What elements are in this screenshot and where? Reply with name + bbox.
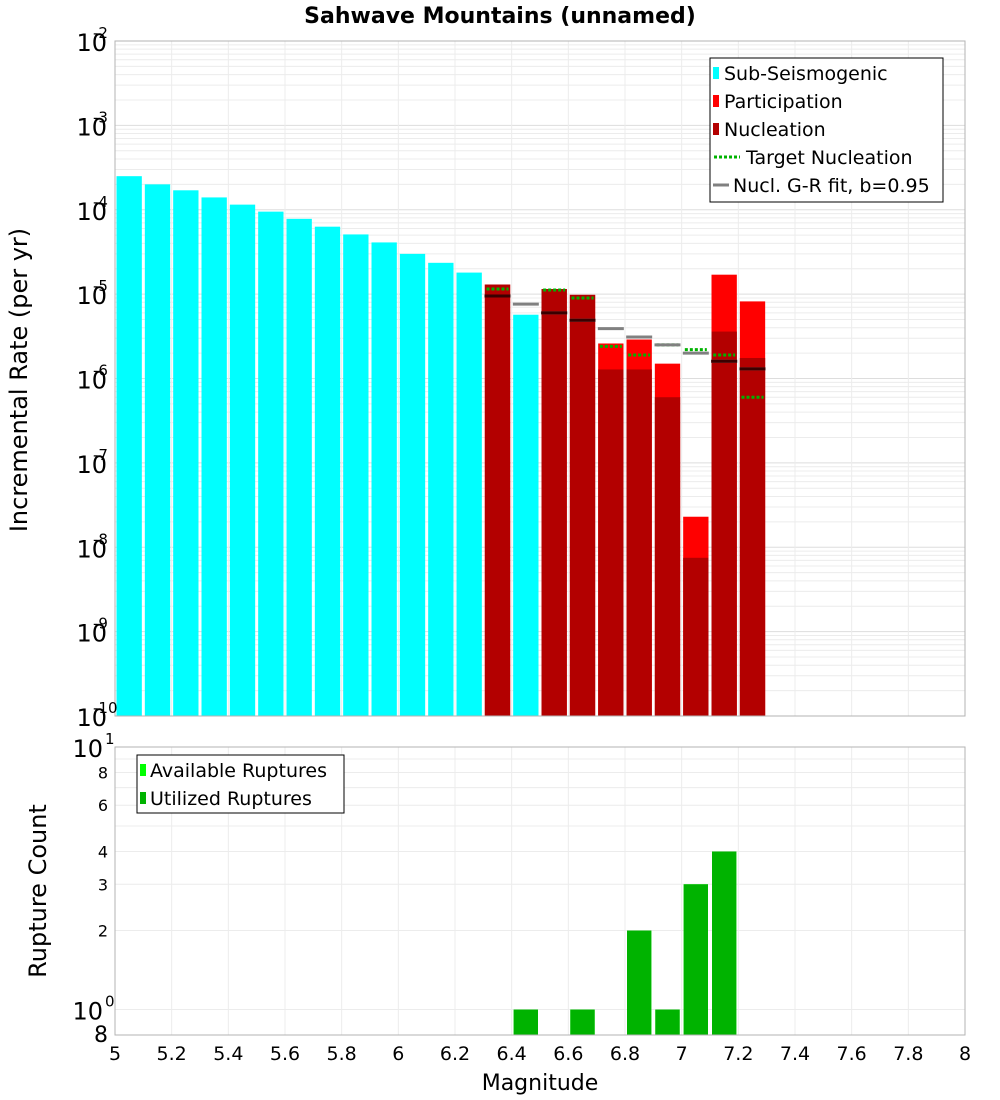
- legend-label-gr-fit: Nucl. G-R fit, b=0.95: [733, 175, 930, 197]
- bottom-ytick-minor: 8: [94, 1023, 108, 1048]
- top-ytick-exp: -2: [93, 24, 108, 42]
- top-ytick-exp: -10: [93, 699, 118, 717]
- xtick-label: 6: [392, 1043, 404, 1065]
- bar-nucleation: [711, 331, 737, 716]
- bar-utilized-ruptures: [513, 1009, 538, 1035]
- bottom-ytick-minor: 2: [98, 922, 108, 941]
- bar-sub-seismogenic: [201, 197, 227, 717]
- bottom-ytick-minor: 3: [98, 875, 108, 894]
- bar-utilized-ruptures: [683, 884, 708, 1035]
- bar-utilized-ruptures: [627, 930, 652, 1035]
- bottom-ytick-base: 10: [72, 998, 103, 1026]
- bar-sub-seismogenic: [513, 314, 539, 716]
- legend-label-nucleation: Nucleation: [724, 119, 826, 141]
- legend-swatch-nucleation: [713, 123, 719, 135]
- top-ytick-base: 10: [76, 198, 107, 226]
- top-ylabel: Incremental Rate (per yr): [5, 228, 33, 532]
- top-ytick-exp: -4: [93, 193, 108, 211]
- bar-nucleation: [626, 369, 652, 716]
- legend-label-utilized: Utilized Ruptures: [150, 788, 312, 810]
- xtick-label: 7.2: [723, 1043, 753, 1065]
- top-ytick-base: 10: [76, 282, 107, 310]
- xtick-label: 5.6: [270, 1043, 300, 1065]
- legend-label-sub-seismogenic: Sub-Seismogenic: [724, 63, 888, 85]
- xtick-label: 6.2: [440, 1043, 470, 1065]
- top-ytick-exp: -8: [93, 530, 108, 548]
- xlabel: Magnitude: [482, 1071, 599, 1096]
- top-ytick-base: 10: [76, 29, 107, 57]
- xtick-label: 8: [959, 1043, 971, 1065]
- bar-sub-seismogenic: [428, 262, 454, 716]
- bar-sub-seismogenic: [144, 184, 171, 717]
- bar-nucleation: [598, 369, 624, 716]
- xtick-label: 7.6: [837, 1043, 867, 1065]
- bar-nucleation: [484, 284, 511, 716]
- bar-sub-seismogenic: [116, 176, 142, 716]
- top-ytick-base: 10: [76, 620, 107, 648]
- bar-sub-seismogenic: [229, 204, 256, 717]
- bottom-ytick-base: 10: [72, 735, 103, 763]
- bar-nucleation: [654, 397, 681, 716]
- bottom-ytick-minor: 8: [98, 763, 108, 782]
- bottom-ytick-minor: 6: [98, 796, 108, 815]
- xtick-label: 5: [109, 1043, 121, 1065]
- bar-sub-seismogenic: [343, 234, 369, 716]
- xtick-label: 7: [676, 1043, 688, 1065]
- bar-sub-seismogenic: [258, 211, 284, 716]
- xtick-label: 5.2: [157, 1043, 187, 1065]
- xtick-label: 6.6: [553, 1043, 583, 1065]
- top-ytick-exp: -5: [93, 277, 108, 295]
- bar-sub-seismogenic: [286, 218, 312, 716]
- bottom-ytick-minor: 4: [98, 842, 108, 861]
- bar-sub-seismogenic: [399, 253, 426, 716]
- top-ytick-exp: -7: [93, 446, 108, 464]
- bar-sub-seismogenic: [173, 190, 199, 716]
- legend-swatch-available: [140, 764, 146, 776]
- legend-label-target-nucleation: Target Nucleation: [745, 147, 913, 169]
- bar-nucleation: [569, 294, 596, 716]
- legend-swatch-utilized: [140, 792, 146, 804]
- xtick-label: 7.8: [893, 1043, 923, 1065]
- top-ytick-exp: -6: [93, 362, 108, 380]
- top-ytick-base: 10: [76, 367, 107, 395]
- bar-sub-seismogenic: [456, 272, 482, 716]
- bar-nucleation: [541, 289, 567, 716]
- bar-utilized-ruptures: [570, 1009, 595, 1035]
- bar-nucleation: [739, 357, 766, 716]
- legend-swatch-sub-seismogenic: [713, 67, 719, 79]
- bottom-ytick-exp: 1: [105, 730, 115, 748]
- xtick-label: 5.4: [213, 1043, 243, 1065]
- top-ytick-exp: -9: [93, 615, 108, 633]
- top-ytick-base: 10: [76, 113, 107, 141]
- legend-label-available: Available Ruptures: [150, 760, 327, 782]
- xtick-label: 7.4: [780, 1043, 810, 1065]
- chart-title: Sahwave Mountains (unnamed): [304, 4, 696, 29]
- bottom-legend: Available Ruptures Utilized Ruptures: [136, 754, 345, 814]
- bottom-ytick-exp: 0: [105, 993, 115, 1011]
- xtick-label: 6.4: [497, 1043, 527, 1065]
- xtick-label: 5.8: [327, 1043, 357, 1065]
- bar-nucleation: [683, 557, 709, 716]
- top-legend: Sub-Seismogenic Participation Nucleation…: [709, 57, 944, 203]
- bar-utilized-ruptures: [655, 1009, 680, 1035]
- top-ytick-base: 10: [76, 535, 107, 563]
- bar-sub-seismogenic: [371, 242, 397, 716]
- top-ytick-base: 10: [76, 451, 107, 479]
- top-ytick-exp: -3: [93, 108, 108, 126]
- bottom-ylabel: Rupture Count: [24, 804, 52, 978]
- top-ytick-base: 10: [76, 704, 107, 732]
- bar-sub-seismogenic: [314, 226, 341, 716]
- legend-label-participation: Participation: [724, 91, 843, 113]
- xtick-label: 6.8: [610, 1043, 640, 1065]
- legend-swatch-participation: [713, 95, 719, 107]
- bar-utilized-ruptures: [712, 851, 737, 1035]
